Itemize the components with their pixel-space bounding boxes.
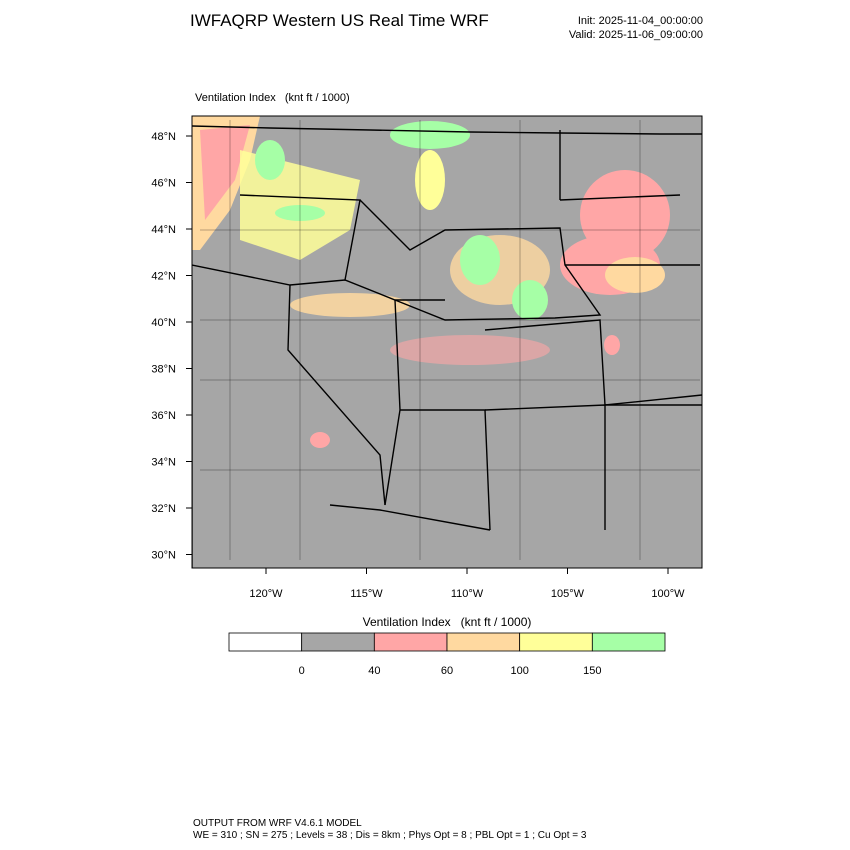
lat-label: 30°N bbox=[151, 550, 176, 562]
patch bbox=[390, 121, 470, 149]
colorbar-box bbox=[446, 632, 521, 652]
lon-label: 100°W bbox=[651, 588, 685, 600]
lat-label: 38°N bbox=[151, 364, 176, 376]
lon-label: 120°W bbox=[249, 588, 283, 600]
colorbar-box bbox=[373, 632, 448, 652]
colorbar-box bbox=[519, 632, 593, 652]
lat-label: 46°N bbox=[151, 178, 176, 190]
lat-label: 34°N bbox=[151, 457, 176, 469]
state-borders bbox=[192, 125, 702, 568]
colorbar-box bbox=[228, 632, 303, 652]
patch bbox=[255, 140, 285, 180]
patch bbox=[415, 150, 445, 210]
patch bbox=[512, 280, 548, 320]
colorbar-label: 0 bbox=[299, 665, 305, 677]
title: IWFAQRP Western US Real Time WRF bbox=[190, 11, 489, 30]
patch bbox=[200, 125, 250, 220]
lat-label: 36°N bbox=[151, 410, 176, 422]
lat-label: 32°N bbox=[151, 503, 176, 515]
patch bbox=[460, 235, 500, 285]
map-area bbox=[192, 116, 702, 568]
colorbar: 0 40 60 100 150 bbox=[228, 632, 666, 677]
valid-time: Valid: 2025-11-06_09:00:00 bbox=[569, 29, 703, 41]
lat-label: 48°N bbox=[151, 131, 176, 143]
colorbar-label: 100 bbox=[510, 665, 528, 677]
map-frame bbox=[191, 115, 703, 569]
patch bbox=[310, 432, 330, 448]
axes: 48°N 46°N 44°N 42°N 40°N 38°N 36°N 34°N 32°N 30°N… bbox=[151, 131, 685, 600]
lon-label: 105°W bbox=[551, 588, 585, 600]
colorbar-title: Ventilation Index (knt ft / 1000) bbox=[363, 615, 532, 629]
map-subtitle: Ventilation Index (knt ft / 1000) bbox=[195, 92, 350, 104]
colorbar-label: 150 bbox=[583, 665, 601, 677]
colorbar-label: 40 bbox=[368, 665, 380, 677]
colorbar-box bbox=[301, 632, 375, 652]
lat-label: 44°N bbox=[151, 224, 176, 236]
colorbar-label: 60 bbox=[441, 665, 453, 677]
patch bbox=[390, 335, 550, 365]
init-time: Init: 2025-11-04_00:00:00 bbox=[578, 15, 703, 27]
colorbar-box bbox=[591, 632, 666, 652]
county-borders bbox=[200, 120, 700, 560]
patch bbox=[290, 293, 410, 317]
patch bbox=[604, 335, 620, 355]
lon-label: 110°W bbox=[451, 588, 484, 600]
lat-label: 40°N bbox=[151, 317, 176, 329]
lon-label: 115°W bbox=[350, 588, 383, 600]
patch bbox=[605, 257, 665, 293]
footer-line: OUTPUT FROM WRF V4.6.1 MODEL bbox=[193, 818, 362, 829]
lat-label: 42°N bbox=[151, 271, 176, 283]
footer-line: WE = 310 ; SN = 275 ; Levels = 38 ; Dis … bbox=[193, 830, 587, 841]
